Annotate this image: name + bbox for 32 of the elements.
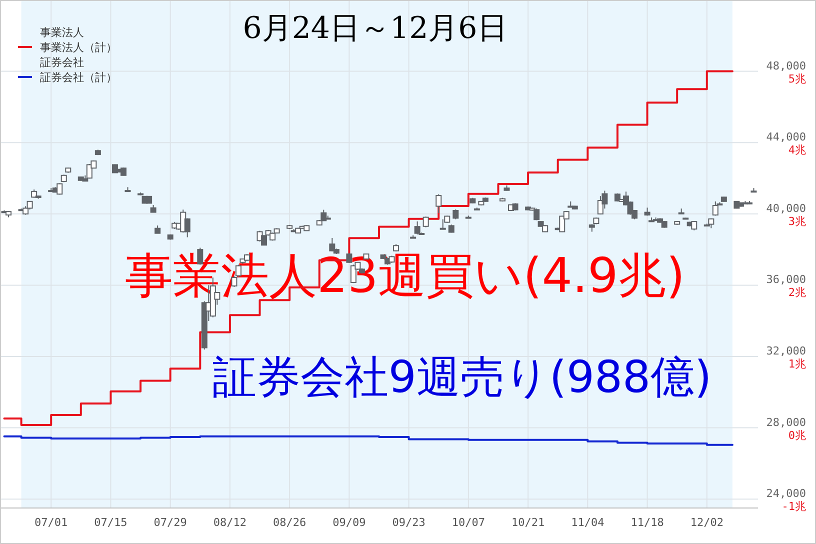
x-tick-label: 08/26 [273,516,306,529]
y-tick-label: 48,000 [766,59,806,72]
legend-label: 証券会社（計） [40,71,117,84]
x-tick-label: 08/12 [213,516,247,529]
y-tick-label: 36,000 [766,273,806,286]
y2-tick-label: 1兆 [788,357,806,370]
y2-tick-label: -1兆 [782,500,806,514]
x-tick-label: 09/23 [392,516,426,529]
y-tick-label: 44,000 [766,130,806,144]
x-tick-label: 07/01 [34,516,68,529]
y-tick-label: 40,000 [766,202,806,215]
y2-tick-label: 4兆 [788,144,806,157]
y2-tick-label: 5兆 [788,72,806,86]
y-tick-label: 24,000 [766,487,806,500]
legend-label: 事業法人（計） [40,41,117,54]
x-tick-label: 11/04 [571,516,605,529]
y2-tick-label: 2兆 [788,286,806,300]
y-tick-label: 28,000 [766,416,806,429]
y-tick-label: 32,000 [766,344,806,358]
y2-tick-label: 3兆 [788,214,806,228]
y2-tick-label: 0兆 [788,428,806,442]
text: 証券会社 [40,56,84,69]
x-tick-label: 10/07 [452,516,485,529]
x-tick-label: 11/18 [630,516,664,529]
x-tick-label: 12/02 [690,516,724,529]
x-tick-label: 07/15 [94,516,128,529]
chart-title: 6月24日～12月6日 [242,11,508,46]
annotation: 証券会社9週売り(988億) [212,352,712,403]
x-tick-label: 07/29 [154,516,187,529]
x-tick-label: 09/09 [332,516,366,529]
x-tick-label: 10/21 [511,516,545,529]
text: 事業法人 [40,26,84,39]
